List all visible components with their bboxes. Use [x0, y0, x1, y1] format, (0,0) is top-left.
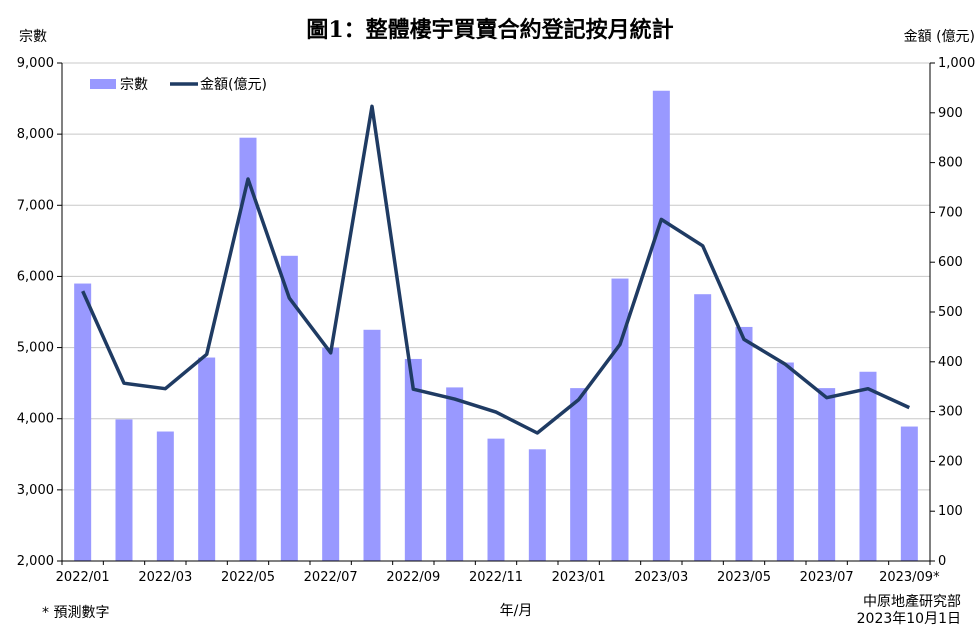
- line-series: [81, 104, 911, 435]
- x-tick-label: 2023/09*: [879, 570, 940, 585]
- right-axis-label: 金額 (億元): [904, 29, 975, 45]
- left-tick-label: 8,000: [17, 127, 54, 142]
- left-tick-label: 6,000: [17, 269, 54, 284]
- left-tick-label: 7,000: [17, 198, 54, 213]
- right-tick-label: 900: [938, 106, 963, 121]
- right-tick-label: 100: [938, 504, 963, 519]
- legend-bar-label: 宗數: [120, 77, 148, 93]
- bar: [156, 431, 174, 561]
- left-tick-label: 4,000: [17, 412, 54, 427]
- bar: [363, 329, 381, 561]
- x-tick-label: 2022/07: [304, 570, 358, 585]
- bar: [694, 294, 712, 561]
- left-tick-label: 3,000: [17, 483, 54, 498]
- bar: [900, 426, 918, 561]
- right-tick-label: 200: [938, 454, 963, 469]
- x-tick-labels: 2022/01 2022/03 2022/05 2022/07 2022/09 2022/…: [56, 570, 940, 585]
- left-tick-label: 2,000: [17, 554, 54, 569]
- source-name: 中原地產研究部: [863, 593, 961, 610]
- bar: [570, 388, 588, 561]
- left-tick-label: 9,000: [17, 56, 54, 71]
- bar: [198, 357, 216, 561]
- bar: [776, 362, 794, 561]
- legend-bar-swatch: [90, 79, 116, 89]
- x-tick-label: 2023/07: [800, 570, 854, 585]
- right-tick-label: 400: [938, 355, 963, 370]
- x-tick-label: 2022/01: [56, 570, 110, 585]
- footnote: * 預測數字: [42, 605, 109, 621]
- bar-series: [74, 90, 918, 561]
- source-date: 2023年10月1日: [857, 611, 961, 627]
- bar: [280, 255, 298, 561]
- bar: [404, 358, 422, 561]
- bar: [528, 449, 546, 561]
- x-tick-label: 2023/01: [552, 570, 606, 585]
- x-tick-label: 2022/03: [138, 570, 192, 585]
- bar: [446, 387, 464, 561]
- right-tick-labels: 0 100 200 300 400 500 600 700 800 900 1,000: [938, 56, 975, 569]
- x-tick-label: 2023/03: [634, 570, 688, 585]
- bar: [652, 90, 670, 561]
- right-tick-label: 300: [938, 405, 963, 420]
- right-tick-label: 500: [938, 305, 963, 320]
- right-tick-label: 600: [938, 255, 963, 270]
- axes: [57, 62, 935, 565]
- bar: [322, 347, 340, 561]
- right-tick-label: 800: [938, 156, 963, 171]
- x-tick-label: 2022/09: [386, 570, 440, 585]
- chart-title: 圖1：整體樓宇買賣合約登記按月統計: [306, 17, 673, 43]
- bar: [115, 419, 133, 561]
- amount-line: [81, 104, 911, 435]
- legend: 宗數 金額(億元): [90, 77, 267, 93]
- left-axis-label: 宗數: [19, 29, 47, 45]
- x-axis-label: 年/月: [500, 603, 533, 619]
- right-tick-label: 0: [938, 554, 946, 569]
- bar: [239, 137, 257, 561]
- bar: [487, 438, 505, 561]
- bar: [859, 371, 877, 561]
- x-tick-label: 2023/05: [717, 570, 771, 585]
- bar: [735, 326, 753, 561]
- x-tick-label: 2022/05: [221, 570, 275, 585]
- right-tick-label: 700: [938, 205, 963, 220]
- bar: [74, 283, 92, 561]
- legend-line-label: 金額(億元): [200, 77, 267, 93]
- bar: [818, 388, 836, 561]
- right-tick-label: 1,000: [938, 56, 975, 71]
- left-tick-labels: 2,000 3,000 4,000 5,000 6,000 7,000 8,000 9,000: [17, 56, 54, 569]
- x-tick-label: 2022/11: [469, 570, 523, 585]
- left-tick-label: 5,000: [17, 341, 54, 356]
